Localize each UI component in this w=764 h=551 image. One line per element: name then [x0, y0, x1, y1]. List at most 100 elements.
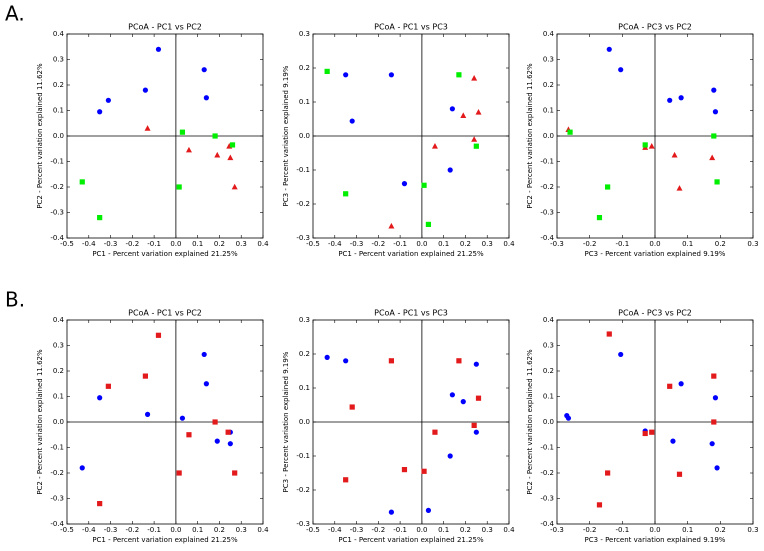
x-tick-label: -0.4	[328, 240, 342, 248]
y-tick-label: -0.3	[50, 209, 64, 217]
point	[324, 68, 330, 74]
x-tick-label: 0.2	[460, 240, 471, 248]
x-tick-label: 0.0	[170, 240, 181, 248]
y-tick-label: 0.3	[543, 342, 554, 350]
y-tick-label: -0.1	[296, 452, 310, 460]
x-tick-label: 0.3	[482, 526, 493, 534]
point	[670, 438, 676, 444]
point	[349, 404, 355, 410]
y-tick-label: -0.2	[540, 469, 554, 477]
point	[97, 109, 103, 115]
point	[471, 422, 477, 428]
y-tick-label: 0.0	[543, 418, 554, 426]
x-tick-label: 0.4	[257, 526, 269, 534]
x-axis-label: PC1 - Percent variation explained 21.25%	[92, 536, 238, 544]
plot-frame	[312, 33, 510, 239]
point	[229, 142, 236, 148]
y-tick-label: -0.1	[540, 444, 554, 452]
point	[144, 125, 151, 131]
point	[648, 143, 655, 149]
point	[618, 67, 624, 73]
x-tick-label: -0.2	[371, 240, 385, 248]
y-tick-label: -0.2	[50, 469, 64, 477]
point	[642, 430, 648, 437]
y-tick-label: -0.3	[296, 234, 310, 242]
point	[343, 72, 349, 78]
x-tick-label: 0.0	[649, 240, 660, 248]
point	[709, 154, 716, 161]
x-tick-label: -0.3	[350, 240, 364, 248]
x-tick-label: -0.4	[82, 526, 96, 534]
y-tick-label: 0.3	[543, 56, 554, 64]
point	[676, 185, 683, 191]
chart-title: PCoA - PC1 vs PC3	[374, 23, 448, 32]
x-tick-label: 0.2	[214, 240, 225, 248]
point	[97, 395, 103, 401]
point	[214, 151, 221, 158]
x-tick-label: -0.3	[350, 526, 364, 534]
point	[712, 395, 719, 401]
point	[649, 429, 655, 435]
point	[714, 179, 720, 185]
x-tick-label: -0.2	[583, 240, 597, 248]
point	[186, 432, 192, 438]
x-tick-label: 0.1	[438, 240, 449, 248]
x-tick-label: 0.0	[649, 526, 660, 534]
x-tick-label: -0.1	[147, 240, 161, 248]
x-tick-label: -0.2	[125, 526, 139, 534]
point	[711, 419, 717, 425]
point	[212, 133, 218, 139]
y-tick-label: 0.3	[53, 56, 64, 64]
point	[343, 358, 349, 364]
y-tick-label: 0.1	[53, 107, 64, 115]
x-axis-label: PC1 - Percent variation explained 21.25%	[338, 536, 484, 544]
point	[401, 181, 408, 187]
x-tick-label: 0.0	[416, 526, 427, 534]
x-tick-label: -0.2	[583, 526, 597, 534]
x-tick-label: 0.3	[482, 240, 493, 248]
chart-title: PCoA - PC1 vs PC2	[128, 23, 202, 32]
x-tick-label: -0.5	[60, 526, 74, 534]
point	[605, 184, 611, 190]
point	[425, 507, 432, 513]
point	[388, 72, 394, 78]
point	[596, 502, 603, 508]
y-tick-label: 0.2	[543, 367, 554, 375]
point	[473, 429, 479, 435]
x-tick-label: -0.4	[82, 240, 96, 248]
y-tick-label: 0.1	[53, 393, 64, 401]
chart-title: PCoA - PC1 vs PC3	[374, 309, 448, 318]
x-tick-label: 0.1	[438, 526, 449, 534]
panel-label: B.	[5, 288, 25, 312]
y-tick-label: 0.2	[543, 81, 554, 89]
x-tick-label: 0.1	[682, 240, 693, 248]
x-tick-label: -0.5	[60, 240, 74, 248]
chart-title: PCoA - PC3 vs PC2	[618, 23, 692, 32]
x-axis-label: PC1 - Percent variation explained 21.25%	[92, 250, 238, 258]
point	[421, 468, 427, 474]
point	[473, 361, 479, 367]
y-tick-label: 0.0	[299, 132, 310, 140]
y-tick-label: 0.4	[543, 316, 555, 324]
y-tick-label: -0.4	[540, 234, 554, 242]
x-tick-label: 0.2	[715, 526, 726, 534]
x-tick-label: -0.3	[104, 240, 118, 248]
y-tick-label: 0.1	[543, 393, 554, 401]
x-tick-label: -0.5	[306, 526, 320, 534]
point	[225, 429, 231, 435]
point	[79, 179, 85, 185]
point	[449, 392, 455, 398]
point	[565, 415, 572, 421]
y-tick-label: -0.3	[540, 209, 554, 217]
point	[227, 154, 234, 161]
x-tick-label: 0.2	[460, 526, 471, 534]
point	[227, 441, 233, 447]
x-tick-label: 0.4	[503, 526, 515, 534]
point	[712, 109, 719, 115]
point	[671, 151, 678, 158]
x-tick-label: 0.3	[236, 240, 247, 248]
point	[203, 95, 209, 101]
y-tick-label: -0.4	[540, 520, 554, 528]
y-axis-label: PC2 - Percent variation explained 11.62%	[36, 63, 44, 209]
point	[606, 46, 612, 52]
